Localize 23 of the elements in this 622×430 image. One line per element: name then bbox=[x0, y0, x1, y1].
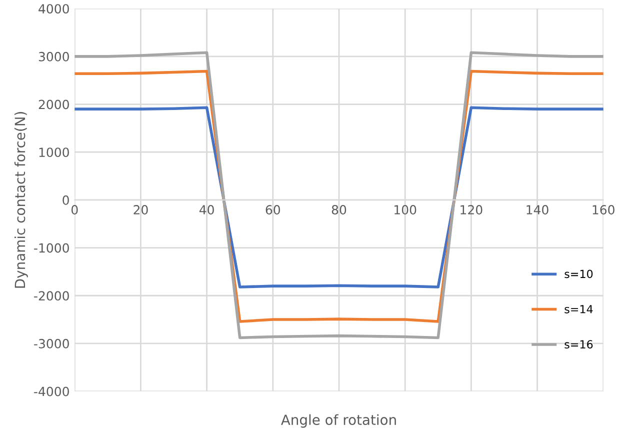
y-axis-title: Dynamic contact force(N) bbox=[14, 112, 28, 288]
x-tick-label: 60 bbox=[266, 205, 280, 214]
y-tick-label: -2000 bbox=[34, 291, 69, 301]
legend-label: s=10 bbox=[564, 270, 593, 278]
x-tick-label: 160 bbox=[592, 205, 614, 214]
legend-label: s=16 bbox=[564, 340, 593, 349]
y-tick-label: 1000 bbox=[39, 148, 69, 158]
x-tick-label: 120 bbox=[460, 205, 482, 214]
x-axis-title: Angle of rotation bbox=[281, 414, 396, 428]
y-tick-label: 4000 bbox=[38, 4, 69, 14]
x-tick-label: 0 bbox=[71, 205, 78, 214]
legend-label: s=14 bbox=[564, 305, 593, 314]
y-tick-label: 2000 bbox=[38, 100, 69, 110]
y-tick-label: 0 bbox=[62, 195, 69, 205]
x-tick-label: 40 bbox=[199, 205, 214, 214]
y-tick-label: -1000 bbox=[34, 243, 69, 253]
y-tick-label: -3000 bbox=[34, 338, 69, 348]
x-tick-label: 20 bbox=[134, 205, 148, 214]
x-tick-label: 80 bbox=[332, 205, 346, 214]
y-tick-label: 3000 bbox=[38, 52, 69, 62]
x-tick-label: 100 bbox=[394, 205, 416, 214]
y-tick-label: -4000 bbox=[34, 386, 69, 396]
x-tick-label: 140 bbox=[526, 205, 548, 214]
